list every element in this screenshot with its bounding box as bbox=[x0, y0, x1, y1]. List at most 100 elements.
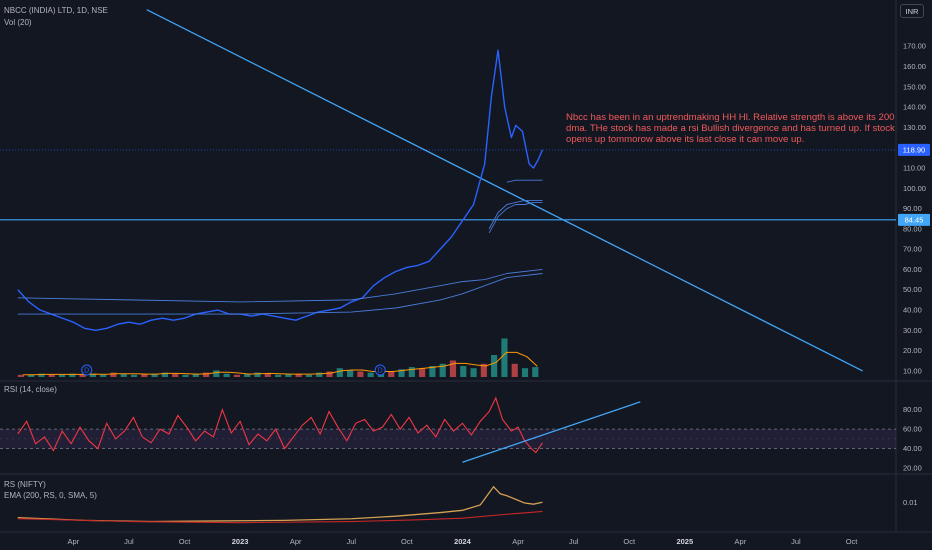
time-tick-label: Apr bbox=[512, 537, 524, 546]
rs-line bbox=[17, 485, 543, 523]
time-tick-label: Jul bbox=[791, 537, 801, 546]
rsi-trendline bbox=[462, 401, 641, 463]
time-tick-label: Oct bbox=[846, 537, 859, 546]
volume-bar bbox=[439, 363, 446, 377]
volume-bar bbox=[367, 372, 374, 377]
rsi-tick-label: 40.00 bbox=[903, 444, 922, 453]
volume-bar bbox=[305, 374, 313, 377]
volume-bar bbox=[233, 374, 241, 377]
volume-bar bbox=[254, 372, 261, 377]
volume-bar bbox=[89, 373, 96, 377]
price-tick-label: 80.00 bbox=[903, 224, 922, 233]
volume-bar bbox=[17, 374, 24, 377]
volume-bar bbox=[202, 372, 210, 377]
moving-average-line bbox=[506, 179, 543, 183]
volume-bar bbox=[491, 355, 498, 377]
volume-bar bbox=[470, 368, 477, 377]
moving-average-line bbox=[17, 268, 543, 303]
price-tick-label: 20.00 bbox=[903, 346, 922, 355]
moving-average-line bbox=[488, 199, 543, 230]
rsi-tick-label: 20.00 bbox=[903, 464, 922, 473]
price-tick-label: 60.00 bbox=[903, 265, 922, 274]
volume-bar bbox=[532, 367, 539, 377]
volume-bar bbox=[429, 366, 436, 377]
price-tick-label: 100.00 bbox=[903, 184, 926, 193]
time-tick-label: Oct bbox=[401, 537, 414, 546]
price-label-box bbox=[898, 143, 930, 156]
moving-average-line bbox=[488, 202, 543, 234]
moving-average-line bbox=[17, 273, 543, 315]
volume-ma-line bbox=[22, 351, 538, 376]
volume-bar bbox=[58, 374, 66, 377]
rsi-tick-label: 60.00 bbox=[903, 425, 922, 434]
volume-bar bbox=[521, 368, 529, 377]
volume-bar bbox=[100, 374, 107, 377]
rs-ema-line bbox=[17, 510, 543, 524]
volume-bar bbox=[69, 373, 76, 377]
rsi-tick-label: 80.00 bbox=[903, 405, 922, 414]
volume-bar bbox=[316, 372, 323, 377]
price-tick-label: 10.00 bbox=[903, 366, 922, 375]
price-label: 84.45 bbox=[905, 215, 924, 224]
volume-indicator-label: Vol (20) bbox=[4, 18, 32, 27]
time-tick-label: 2024 bbox=[454, 537, 472, 546]
volume-bar bbox=[511, 363, 518, 377]
price-label-box bbox=[898, 213, 930, 226]
volume-bar bbox=[28, 374, 35, 377]
price-tick-label: 90.00 bbox=[903, 204, 922, 213]
price-line bbox=[17, 49, 544, 332]
volume-bar bbox=[130, 374, 138, 377]
volume-bar bbox=[110, 372, 117, 377]
currency-button[interactable]: INR bbox=[900, 4, 924, 18]
volume-bar bbox=[48, 374, 55, 377]
ema-indicator-label: EMA (200, RS, 0, SMA, 5) bbox=[4, 491, 97, 500]
time-tick-label: Apr bbox=[735, 537, 747, 546]
price-tick-label: 130.00 bbox=[903, 123, 926, 132]
volume-bar bbox=[213, 370, 220, 377]
price-label: 118.90 bbox=[903, 146, 925, 155]
volume-bar bbox=[501, 338, 508, 377]
volume-bar bbox=[151, 373, 158, 377]
analysis-note: Nbcc has been in an uptrendmaking HH Hl.… bbox=[566, 112, 895, 145]
price-tick-label: 140.00 bbox=[903, 103, 926, 112]
rs-tick-label: 0.01 bbox=[903, 498, 918, 507]
time-tick-label: Oct bbox=[623, 537, 636, 546]
time-tick-label: 2025 bbox=[676, 537, 693, 546]
volume-bar bbox=[480, 363, 487, 377]
volume-bar bbox=[38, 373, 45, 377]
volume-bar bbox=[120, 373, 127, 377]
volume-bar bbox=[398, 369, 405, 377]
volume-bar bbox=[244, 373, 251, 377]
volume-bar bbox=[223, 373, 230, 377]
volume-bar bbox=[285, 373, 292, 377]
symbol-title: NBCC (INDIA) LTD, 1D, NSE bbox=[4, 6, 108, 15]
dividend-marker bbox=[374, 364, 386, 376]
volume-bar bbox=[336, 368, 343, 377]
volume-bar bbox=[357, 371, 364, 377]
time-tick-label: Apr bbox=[290, 537, 302, 546]
price-tick-label: 50.00 bbox=[903, 285, 922, 294]
rsi-line bbox=[17, 396, 543, 454]
volume-bar bbox=[182, 374, 189, 377]
volume-bar bbox=[419, 368, 426, 377]
dividend-marker-label: D bbox=[378, 368, 383, 375]
time-tick-label: 2023 bbox=[232, 537, 249, 546]
time-tick-label: Oct bbox=[179, 537, 192, 546]
volume-bar bbox=[326, 371, 333, 377]
price-tick-label: 170.00 bbox=[903, 42, 926, 51]
dividend-marker-label: D bbox=[84, 368, 89, 375]
price-trendline bbox=[146, 9, 863, 372]
volume-bar bbox=[460, 366, 467, 377]
rs-indicator-label: RS (NIFTY) bbox=[4, 480, 46, 489]
volume-bar bbox=[388, 371, 395, 377]
volume-bar bbox=[408, 367, 415, 377]
price-tick-label: 160.00 bbox=[903, 62, 926, 71]
volume-bar bbox=[79, 374, 86, 377]
price-tick-label: 70.00 bbox=[903, 245, 922, 254]
volume-bar bbox=[264, 373, 271, 377]
volume-bar bbox=[161, 372, 168, 377]
volume-bar bbox=[449, 360, 457, 377]
price-tick-label: 40.00 bbox=[903, 306, 922, 315]
